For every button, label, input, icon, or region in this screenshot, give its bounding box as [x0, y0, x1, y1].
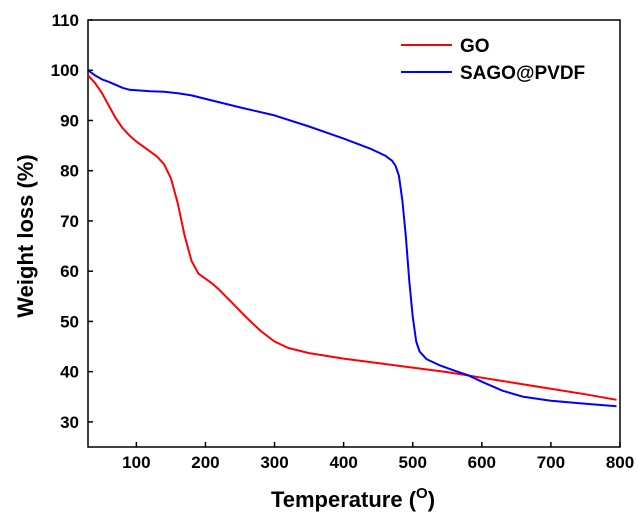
y-tick-label: 100 [51, 61, 79, 80]
y-tick-label: 50 [60, 312, 79, 331]
x-tick-label: 800 [606, 453, 634, 472]
legend: GO SAGO@PVDF [401, 36, 585, 84]
x-tick-label: 300 [260, 453, 288, 472]
x-tick-label: 700 [537, 453, 565, 472]
x-axis-title-superscript: O [416, 485, 428, 502]
x-axis-title-text: Temperature ( [271, 487, 417, 512]
x-axis-title: Temperature (O) [271, 485, 435, 512]
axis-ticks: 100 200 300 400 500 600 700 800 30 40 50 60 70 80 90 10… [51, 11, 635, 472]
legend-label-sago-pvdf: SAGO@PVDF [460, 63, 585, 84]
y-tick-label: 90 [60, 111, 79, 130]
y-tick-label: 40 [60, 363, 79, 382]
plot-area [87, 19, 621, 448]
x-tick-label: 400 [329, 453, 357, 472]
legend-label-go: GO [460, 36, 490, 57]
x-tick-label: 200 [191, 453, 219, 472]
y-axis-title: Weight loss (%) [13, 154, 38, 317]
y-tick-label: 110 [52, 11, 79, 30]
series-line-sago-pvdf [87, 69, 617, 408]
x-axis-title-close: ) [428, 487, 435, 512]
plot-frame [87, 19, 621, 448]
x-tick-label: 500 [399, 453, 427, 472]
y-tick-label: 70 [60, 212, 79, 231]
y-tick-label: 60 [60, 262, 79, 281]
y-tick-label: 80 [60, 162, 79, 181]
series-line-go [87, 74, 617, 401]
x-tick-label: 600 [468, 453, 496, 472]
x-tick-label: 100 [122, 453, 150, 472]
y-tick-label: 30 [60, 413, 79, 432]
